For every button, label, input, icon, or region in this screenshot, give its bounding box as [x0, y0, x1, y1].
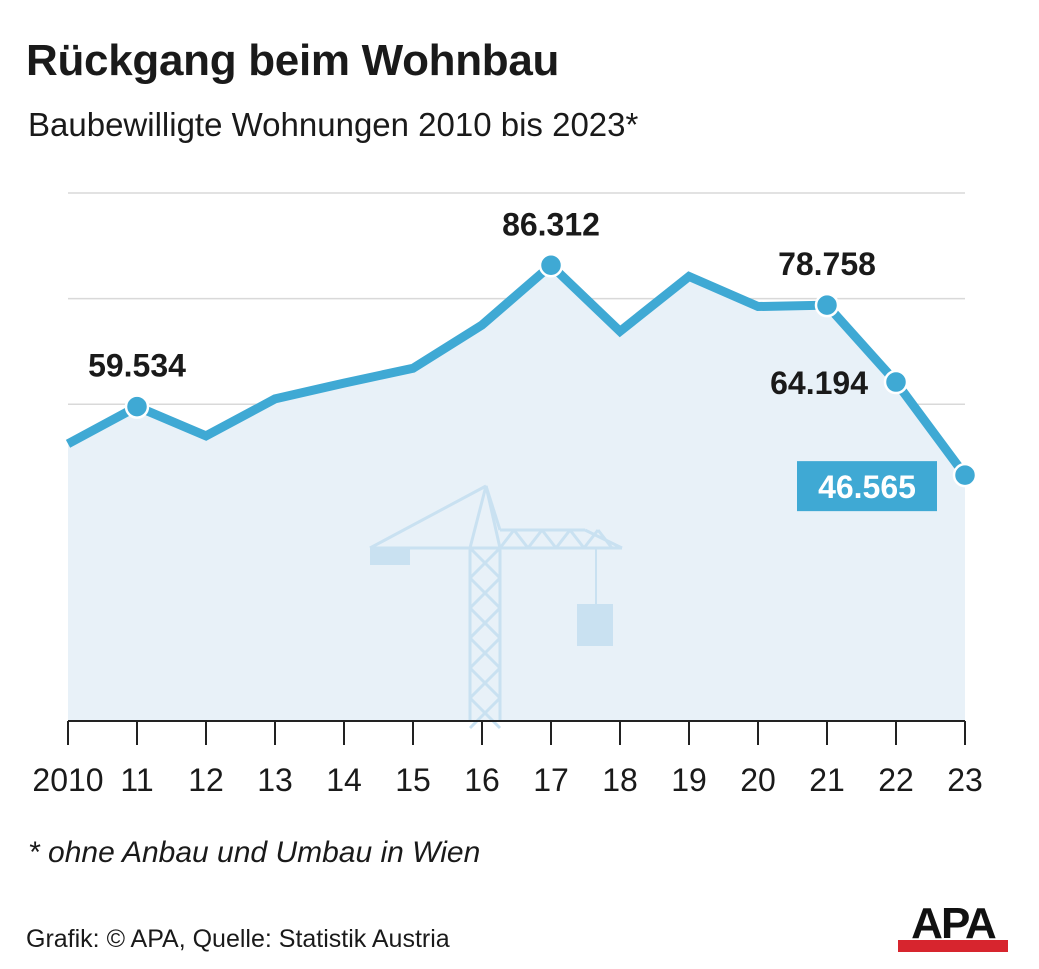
crane-icon	[369, 484, 623, 730]
data-label-23: 46.565	[818, 469, 916, 505]
data-marker-17	[538, 253, 564, 278]
crane-counterweight	[370, 548, 410, 565]
x-tick-label-17: 17	[533, 762, 569, 798]
crane-jib-brace	[582, 529, 600, 549]
crane-brace	[468, 546, 502, 580]
data-label-22: 64.194	[770, 365, 868, 401]
x-tick-label-13: 13	[257, 762, 293, 798]
data-marker-23	[952, 462, 978, 488]
x-tick-label-19: 19	[671, 762, 707, 798]
crane-jib-brace	[526, 529, 544, 549]
crane-load	[577, 604, 613, 646]
crane-brace	[468, 576, 502, 610]
crane-jib-brace	[568, 529, 586, 549]
crane-jib-brace	[554, 529, 572, 549]
crane-jib-brace	[596, 529, 614, 549]
crane-tie	[484, 485, 502, 531]
data-label-21: 78.758	[778, 246, 876, 282]
crane-brace	[468, 606, 502, 640]
crane-brace	[468, 696, 502, 730]
crane-tie-left	[369, 484, 487, 550]
source-credit: Grafik: © APA, Quelle: Statistik Austria	[26, 925, 450, 953]
data-label-17: 86.312	[502, 206, 600, 242]
data-marker-11	[124, 394, 150, 419]
x-tick-labels: 2010 11 12 13 14 15 16 17 18 19 20 21 22 23	[32, 762, 982, 798]
x-ticks	[67, 721, 966, 745]
apa-logo: APA	[898, 902, 1008, 952]
x-tick-label-12: 12	[188, 762, 224, 798]
crane-jib-brace	[540, 529, 558, 549]
data-marker-21	[814, 292, 840, 318]
area-fill	[68, 265, 965, 721]
x-tick-label-23: 23	[947, 762, 983, 798]
data-markers	[124, 253, 978, 488]
crane-jib-brace	[498, 529, 516, 549]
crane-brace	[468, 666, 502, 700]
chart-subtitle: Baubewilligte Wohnungen 2010 bis 2023*	[28, 106, 639, 143]
chart-title: Rückgang beim Wohnbau	[26, 36, 560, 85]
x-tick-label-14: 14	[326, 762, 362, 798]
data-labels: 59.534 86.312 78.758 64.194 46.565	[88, 206, 937, 512]
x-tick-label-2010: 2010	[32, 762, 103, 798]
x-tick-label-20: 20	[740, 762, 776, 798]
x-tick-label-22: 22	[878, 762, 914, 798]
highlight-label-box	[797, 461, 937, 512]
crane-brace	[468, 636, 502, 670]
x-tick-label-21: 21	[809, 762, 845, 798]
x-tick-label-18: 18	[602, 762, 638, 798]
x-tick-label-16: 16	[464, 762, 500, 798]
x-tick-label-15: 15	[395, 762, 431, 798]
data-marker-22	[883, 369, 909, 395]
x-tick-label-11: 11	[120, 762, 153, 798]
apa-logo-bar	[898, 940, 1008, 952]
footnote: * ohne Anbau und Umbau in Wien	[28, 836, 481, 869]
data-label-11: 59.534	[88, 348, 186, 384]
crane-jib-brace	[512, 529, 530, 549]
